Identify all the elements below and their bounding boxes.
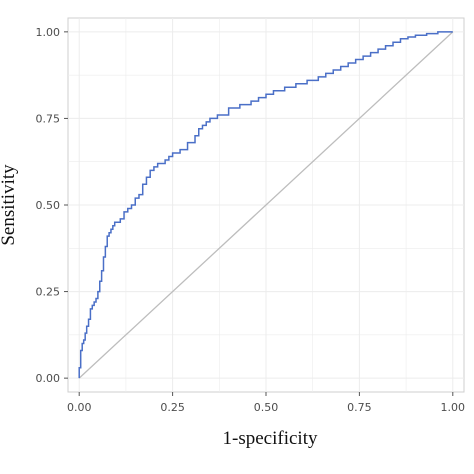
- x-tick-label: 0.00: [67, 401, 92, 414]
- gridlines: [68, 18, 464, 392]
- y-axis-ticks: 0.00 0.25 0.50 0.75 1.00: [36, 26, 68, 385]
- y-tick-label: 0.75: [36, 112, 61, 125]
- x-tick-label: 0.50: [254, 401, 279, 414]
- y-tick-label: 0.00: [36, 372, 61, 385]
- y-tick-label: 0.50: [36, 199, 61, 212]
- y-axis-title: Sensitivity: [0, 164, 19, 246]
- y-tick-label: 1.00: [36, 26, 61, 39]
- x-axis-title: 1-specificity: [223, 428, 318, 449]
- roc-curve-line: [78, 31, 453, 379]
- x-axis-ticks: 0.00 0.25 0.50 0.75 1.00: [67, 392, 465, 414]
- x-tick-label: 1.00: [441, 401, 466, 414]
- x-tick-label: 0.25: [160, 401, 185, 414]
- reference-diagonal-line: [78, 31, 454, 379]
- x-tick-label: 0.75: [347, 401, 372, 414]
- y-tick-label: 0.25: [36, 286, 61, 299]
